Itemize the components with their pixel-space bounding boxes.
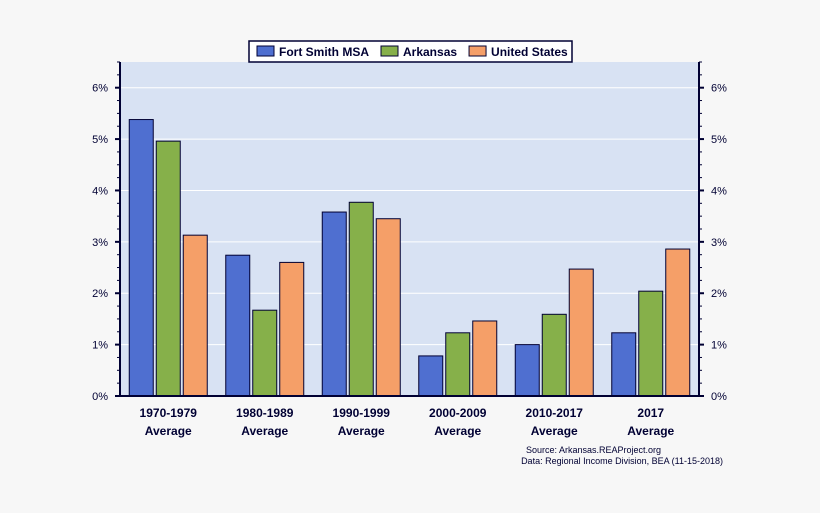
x-category-label: 2010-2017 <box>526 406 584 420</box>
bar <box>665 248 691 397</box>
bar <box>611 332 637 397</box>
x-category-label: Average <box>531 424 578 438</box>
bar <box>128 119 154 397</box>
y-tick-label-left: 2% <box>92 288 108 300</box>
legend-label: Fort Smith MSA <box>279 45 369 59</box>
bar <box>225 254 251 397</box>
bar <box>638 290 664 397</box>
y-tick-label-right: 2% <box>711 288 727 300</box>
bar <box>321 211 347 397</box>
legend: Fort Smith MSA Arkansas United States <box>248 40 573 63</box>
y-tick-label-right: 6% <box>711 83 727 95</box>
axes: 0% 0% 1% 1% 2% 2% 3% 3% 4% 4% 5% 5% 6% 6% 1970-1979 Ave… <box>92 61 727 438</box>
y-tick-label-right: 5% <box>711 134 727 146</box>
bar <box>514 344 540 397</box>
bar <box>472 320 498 397</box>
legend-swatch <box>380 45 399 57</box>
bar <box>418 355 444 397</box>
y-tick-label-left: 3% <box>92 237 108 249</box>
bar <box>348 201 374 397</box>
source-line: Source: Arkansas.REAProject.org <box>526 445 661 455</box>
bar <box>445 332 471 397</box>
y-tick-label-left: 5% <box>92 134 108 146</box>
legend-box <box>248 40 573 63</box>
bar <box>155 140 181 397</box>
source-note: Source: Arkansas.REAProject.org Data: Re… <box>521 445 723 466</box>
grid-lines <box>120 87 699 346</box>
legend-swatch <box>468 45 487 57</box>
x-category-label: Average <box>145 424 192 438</box>
legend-swatch <box>256 45 275 57</box>
x-category-label: Average <box>627 424 674 438</box>
bar <box>375 218 401 397</box>
bar <box>568 268 594 397</box>
legend-label: Arkansas <box>403 45 457 59</box>
y-tick-label-right: 1% <box>711 340 727 352</box>
data-source-line: Data: Regional Income Division, BEA (11-… <box>521 456 723 466</box>
bar <box>279 261 305 397</box>
x-category-label: Average <box>241 424 288 438</box>
y-tick-label-right: 4% <box>711 185 727 197</box>
x-category-label: 2000-2009 <box>429 406 487 420</box>
y-tick-label-left: 0% <box>92 391 108 403</box>
bar <box>182 234 208 397</box>
y-tick-label-left: 1% <box>92 340 108 352</box>
bars <box>128 119 691 397</box>
y-tick-label-right: 3% <box>711 237 727 249</box>
y-tick-label-left: 6% <box>92 83 108 95</box>
x-category-label: 1970-1979 <box>140 406 198 420</box>
plot-area <box>120 62 699 396</box>
legend-label: United States <box>491 45 568 59</box>
x-category-label: Average <box>434 424 481 438</box>
y-tick-label-left: 4% <box>92 185 108 197</box>
x-category-label: Average <box>338 424 385 438</box>
y-tick-label-right: 0% <box>711 391 727 403</box>
bar <box>541 313 567 397</box>
x-category-label: 2017 <box>637 406 664 420</box>
x-category-label: 1980-1989 <box>236 406 294 420</box>
bar <box>252 309 278 397</box>
x-category-label: 1990-1999 <box>333 406 391 420</box>
